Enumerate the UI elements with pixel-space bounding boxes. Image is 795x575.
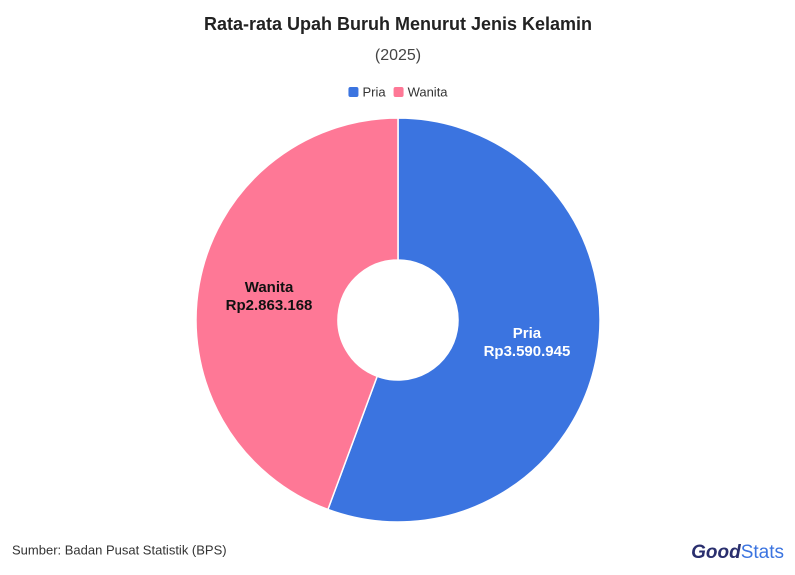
source-note: Sumber: Badan Pusat Statistik (BPS) bbox=[12, 542, 227, 557]
legend-label: Wanita bbox=[408, 84, 449, 99]
chart-title: Rata-rata Upah Buruh Menurut Jenis Kelam… bbox=[204, 14, 592, 34]
slice-value-label: Rp3.590.945 bbox=[484, 343, 571, 360]
slice-category-label: Pria bbox=[513, 325, 542, 342]
legend-item: Pria bbox=[348, 84, 386, 99]
logo: GoodStats bbox=[691, 542, 784, 563]
donut-slice bbox=[195, 117, 399, 511]
legend-swatch bbox=[348, 87, 359, 97]
legend-item: Wanita bbox=[393, 84, 449, 99]
slice-value-label: Rp2.863.168 bbox=[226, 297, 313, 314]
legend-swatch bbox=[393, 87, 404, 97]
legend-label: Pria bbox=[362, 84, 386, 99]
logo-light: Stats bbox=[741, 542, 784, 563]
logo-bold: Good bbox=[691, 542, 741, 563]
chart-subtitle: (2025) bbox=[375, 47, 421, 64]
donut-slice bbox=[326, 117, 601, 523]
slice-category-label: Wanita bbox=[245, 279, 294, 296]
